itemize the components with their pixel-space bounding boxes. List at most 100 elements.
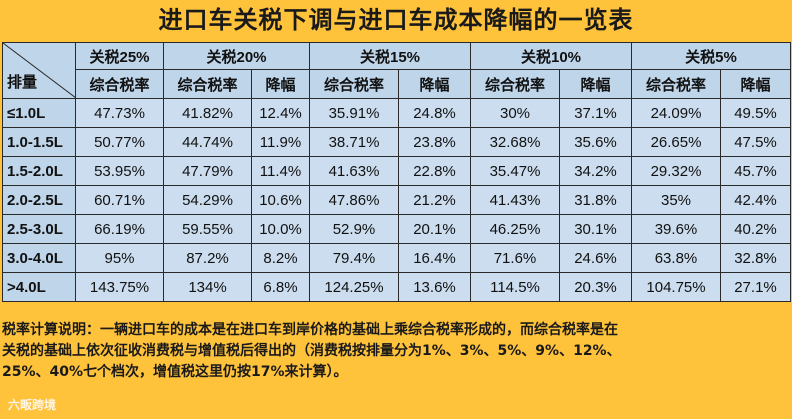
combined-rate-cell: 44.74% — [163, 127, 252, 157]
tariff-group-header: 关税25% — [75, 42, 164, 70]
decrease-cell: 42.4% — [720, 185, 791, 215]
combined-rate-cell: 38.71% — [309, 127, 399, 157]
combined-rate-header: 综合税率 — [75, 69, 164, 99]
combined-rate-header: 综合税率 — [309, 69, 399, 99]
tariff-group-header: 关税5% — [631, 42, 791, 70]
combined-rate-cell: 41.82% — [163, 98, 252, 128]
decrease-cell: 30.1% — [559, 214, 632, 244]
decrease-cell: 37.1% — [559, 98, 632, 128]
corner-header-cell: 排量 — [2, 42, 76, 99]
tariff-group-header: 关税10% — [470, 42, 632, 70]
table-row: 3.0-4.0L 95% 87.2% 8.2% 79.4% 16.4% 71.6% 24.6%… — [2, 243, 791, 273]
combined-rate-cell: 35% — [631, 185, 721, 215]
combined-rate-cell: 26.65% — [631, 127, 721, 157]
decrease-cell: 49.5% — [720, 98, 791, 128]
decrease-cell: 10.0% — [251, 214, 310, 244]
combined-rate-cell: 54.29% — [163, 185, 252, 215]
decrease-header: 降幅 — [720, 69, 791, 99]
decrease-cell: 23.8% — [398, 127, 471, 157]
decrease-cell: 16.4% — [398, 243, 471, 273]
combined-rate-cell: 60.71% — [75, 185, 164, 215]
combined-rate-cell: 50.77% — [75, 127, 164, 157]
combined-rate-cell: 71.6% — [470, 243, 560, 273]
decrease-cell: 40.2% — [720, 214, 791, 244]
decrease-cell: 27.1% — [720, 272, 791, 302]
combined-rate-cell: 59.55% — [163, 214, 252, 244]
combined-rate-cell: 66.19% — [75, 214, 164, 244]
table-row: 1.5-2.0L 53.95% 47.79% 11.4% 41.63% 22.8% 35.4… — [2, 156, 791, 186]
displacement-cell: ≤1.0L — [2, 98, 76, 128]
decrease-cell: 8.2% — [251, 243, 310, 273]
tariff-table: 排量 关税25% 关税20% 关税15% 关税10% 关税5% 综合税率 综合税… — [2, 42, 791, 302]
tariff-group-header: 关税15% — [309, 42, 471, 70]
note-line: 税率计算说明：一辆进口车的成本是在进口车到岸价格的基础上乘综合税率形成的，而综合… — [2, 322, 618, 338]
table-row: 1.0-1.5L 50.77% 44.74% 11.9% 38.71% 23.8% 32.6… — [2, 127, 791, 157]
table-row: >4.0L 143.75% 134% 6.8% 124.25% 13.6% 114.5% 20… — [2, 272, 791, 302]
decrease-cell: 21.2% — [398, 185, 471, 215]
decrease-cell: 34.2% — [559, 156, 632, 186]
decrease-cell: 20.1% — [398, 214, 471, 244]
combined-rate-cell: 41.43% — [470, 185, 560, 215]
decrease-cell: 24.8% — [398, 98, 471, 128]
decrease-cell: 24.6% — [559, 243, 632, 273]
displacement-cell: 1.5-2.0L — [2, 156, 76, 186]
combined-rate-cell: 53.95% — [75, 156, 164, 186]
table-row: 2.5-3.0L 66.19% 59.55% 10.0% 52.9% 20.1% 46.25… — [2, 214, 791, 244]
decrease-cell: 6.8% — [251, 272, 310, 302]
combined-rate-cell: 114.5% — [470, 272, 560, 302]
combined-rate-cell: 47.86% — [309, 185, 399, 215]
combined-rate-cell: 134% — [163, 272, 252, 302]
combined-rate-cell: 47.73% — [75, 98, 164, 128]
decrease-cell: 47.5% — [720, 127, 791, 157]
combined-rate-cell: 95% — [75, 243, 164, 273]
combined-rate-cell: 63.8% — [631, 243, 721, 273]
decrease-cell: 31.8% — [559, 185, 632, 215]
combined-rate-cell: 29.32% — [631, 156, 721, 186]
displacement-header: 排量 — [7, 74, 38, 91]
combined-rate-cell: 39.6% — [631, 214, 721, 244]
combined-rate-header: 综合税率 — [470, 69, 560, 99]
calculation-note: 税率计算说明：一辆进口车的成本是在进口车到岸价格的基础上乘综合税率形成的，而综合… — [2, 320, 790, 383]
displacement-cell: 2.5-3.0L — [2, 214, 76, 244]
decrease-cell: 13.6% — [398, 272, 471, 302]
combined-rate-cell: 46.25% — [470, 214, 560, 244]
table-row: 2.0-2.5L 60.71% 54.29% 10.6% 47.86% 21.2% 41.4… — [2, 185, 791, 215]
page-title: 进口车关税下调与进口车成本降幅的一览表 — [158, 6, 634, 34]
displacement-cell: >4.0L — [2, 272, 76, 302]
decrease-cell: 22.8% — [398, 156, 471, 186]
combined-rate-cell: 47.79% — [163, 156, 252, 186]
decrease-cell: 35.6% — [559, 127, 632, 157]
decrease-cell: 45.7% — [720, 156, 791, 186]
combined-rate-header: 综合税率 — [631, 69, 721, 99]
combined-rate-cell: 30% — [470, 98, 560, 128]
table-row: ≤1.0L 47.73% 41.82% 12.4% 35.91% 24.8% 30% 37.1… — [2, 98, 791, 128]
displacement-cell: 1.0-1.5L — [2, 127, 76, 157]
combined-rate-cell: 87.2% — [163, 243, 252, 273]
table-body: ≤1.0L 47.73% 41.82% 12.4% 35.91% 24.8% 30% 37.1… — [2, 98, 791, 302]
decrease-cell: 12.4% — [251, 98, 310, 128]
combined-rate-cell: 124.25% — [309, 272, 399, 302]
decrease-cell: 11.9% — [251, 127, 310, 157]
combined-rate-cell: 32.68% — [470, 127, 560, 157]
combined-rate-cell: 104.75% — [631, 272, 721, 302]
combined-rate-header: 综合税率 — [163, 69, 252, 99]
watermark-logo: 六畈跨境 — [8, 398, 57, 412]
combined-rate-cell: 41.63% — [309, 156, 399, 186]
combined-rate-cell: 79.4% — [309, 243, 399, 273]
combined-rate-cell: 35.47% — [470, 156, 560, 186]
decrease-header: 降幅 — [398, 69, 471, 99]
note-line: 关税的基础上依次征收消费税与增值税后得出的（消费税按排量分为1%、3%、5%、9… — [2, 343, 621, 359]
decrease-cell: 10.6% — [251, 185, 310, 215]
decrease-cell: 32.8% — [720, 243, 791, 273]
decrease-header: 降幅 — [559, 69, 632, 99]
combined-rate-cell: 143.75% — [75, 272, 164, 302]
displacement-cell: 2.0-2.5L — [2, 185, 76, 215]
diagonal-divider-icon — [3, 43, 75, 98]
decrease-cell: 20.3% — [559, 272, 632, 302]
decrease-header: 降幅 — [251, 69, 310, 99]
displacement-cell: 3.0-4.0L — [2, 243, 76, 273]
tariff-group-header: 关税20% — [163, 42, 310, 70]
decrease-cell: 11.4% — [251, 156, 310, 186]
combined-rate-cell: 35.91% — [309, 98, 399, 128]
combined-rate-cell: 24.09% — [631, 98, 721, 128]
